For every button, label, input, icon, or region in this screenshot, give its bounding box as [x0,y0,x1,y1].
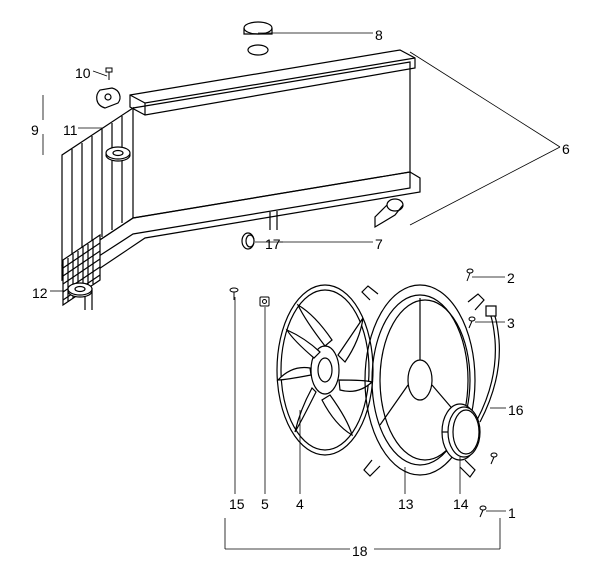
grommet-11 [106,147,130,161]
callout-9: 9 [31,122,39,138]
callout-10: 10 [75,65,91,81]
clip-5 [260,297,269,306]
callout-2: 2 [507,270,515,286]
bolt-10 [106,68,112,80]
screw-3 [469,317,475,328]
bolt-15 [230,288,238,300]
callout-14: 14 [453,496,469,512]
harness [477,306,499,422]
callout-12: 12 [32,285,48,301]
callout-17: 17 [265,236,281,252]
callout-7: 7 [375,236,383,252]
callout-15: 15 [229,496,245,512]
callout-18: 18 [352,543,368,559]
parts-diagram [0,0,589,566]
callout-1: 1 [508,505,516,521]
fan-blade [277,285,373,455]
callout-5: 5 [261,496,269,512]
callout-13: 13 [398,496,414,512]
bracket-part [97,88,120,108]
screw-1 [480,506,486,517]
callout-3: 3 [507,315,515,331]
callout-4: 4 [296,496,304,512]
callout-11: 11 [63,122,78,138]
radiator-body [62,22,420,310]
callout-8: 8 [375,27,383,43]
fan-motor [442,404,480,460]
screw-2 [467,269,473,281]
drain-plug [242,233,254,249]
callout-6: 6 [562,141,570,157]
grommet-12 [68,283,92,297]
callout-16: 16 [508,402,524,418]
